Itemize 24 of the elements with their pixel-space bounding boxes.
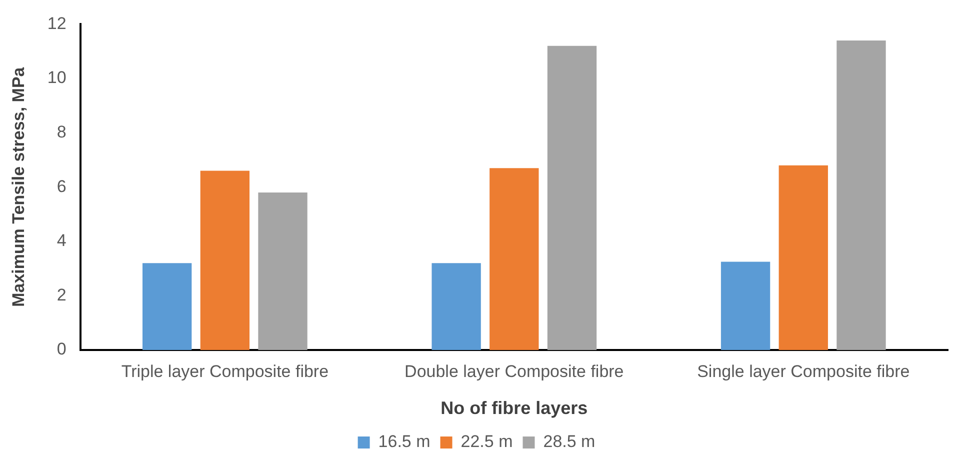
bar bbox=[720, 262, 770, 350]
bar bbox=[432, 263, 481, 350]
legend-label: 22.5 m bbox=[460, 432, 513, 452]
bar bbox=[836, 40, 886, 350]
y-axis-title: Maximum Tensile stress, MPa bbox=[8, 66, 28, 307]
bar bbox=[200, 170, 250, 350]
bar bbox=[778, 165, 828, 350]
legend-label: 28.5 m bbox=[543, 432, 596, 452]
y-tick-label: 0 bbox=[56, 340, 66, 359]
bar bbox=[142, 263, 192, 350]
y-tick-label: 8 bbox=[56, 122, 66, 142]
bar bbox=[547, 46, 597, 350]
y-tick-label: 2 bbox=[56, 285, 66, 304]
x-tick-label: Triple layer Composite fibre bbox=[121, 362, 329, 381]
x-axis-title: No of fibre layers bbox=[440, 398, 588, 418]
y-tick-label: 12 bbox=[47, 14, 66, 33]
x-tick-label: Double layer Composite fibre bbox=[404, 362, 624, 381]
y-tick-label: 10 bbox=[47, 68, 66, 88]
legend-label: 16.5 m bbox=[378, 432, 430, 452]
y-tick-label: 4 bbox=[56, 231, 66, 250]
bar bbox=[490, 168, 539, 350]
x-tick-label: Single layer Composite fibre bbox=[697, 362, 910, 381]
y-tick-label: 6 bbox=[56, 176, 66, 196]
bar bbox=[258, 192, 308, 350]
